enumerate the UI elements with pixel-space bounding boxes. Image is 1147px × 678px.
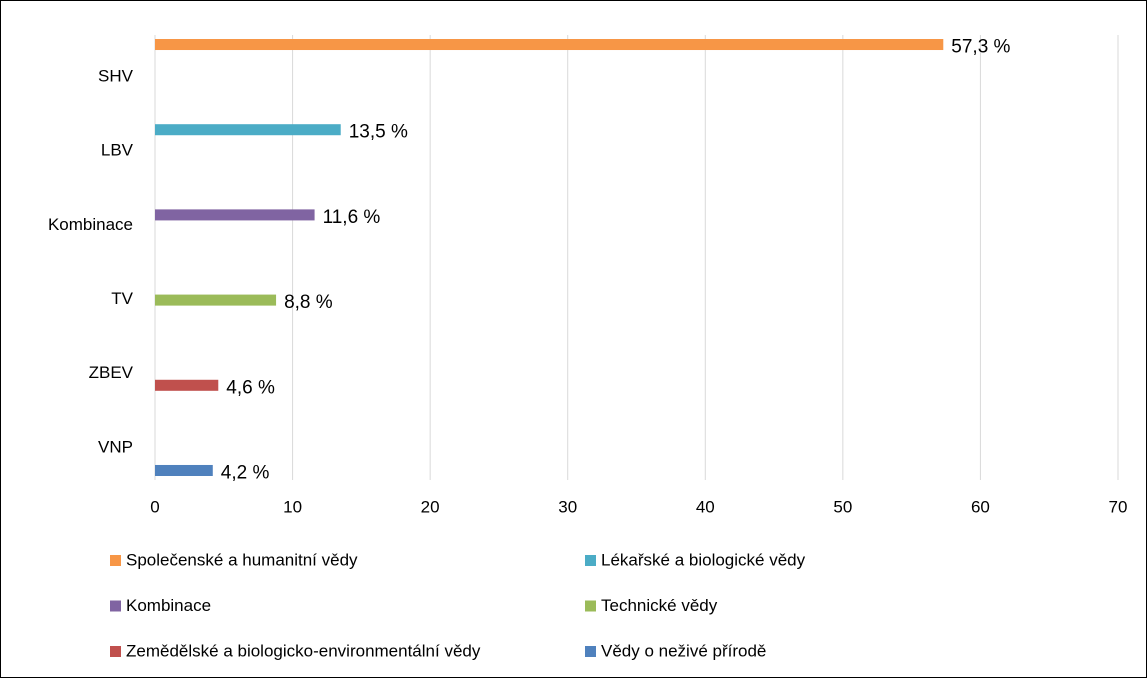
legend-swatch — [585, 646, 596, 657]
x-tick-label: 40 — [696, 497, 715, 516]
x-tick-label: 10 — [283, 497, 302, 516]
legend-label: Lékařské a biologické vědy — [601, 550, 806, 569]
x-tick-label: 30 — [558, 497, 577, 516]
bar — [155, 39, 944, 51]
bar — [155, 294, 277, 306]
x-tick-label: 0 — [150, 497, 159, 516]
bar — [155, 379, 219, 391]
legend-swatch — [585, 600, 596, 612]
value-label: 11,6 % — [323, 207, 381, 228]
value-label: 4,2 % — [221, 463, 270, 484]
x-tick-label: 50 — [833, 497, 852, 516]
y-tick-label: ZBEV — [89, 363, 134, 382]
y-tick-label: Kombinace — [48, 215, 133, 234]
legend-label: Společenské a humanitní vědy — [126, 550, 358, 569]
legend-swatch — [585, 555, 596, 566]
y-tick-label: LBV — [101, 141, 134, 160]
legend-label: Zemědělské a biologicko-environmentální … — [126, 641, 481, 660]
bar — [155, 209, 315, 221]
y-tick-label: TV — [111, 289, 133, 308]
value-label: 4,6 % — [226, 377, 275, 398]
bar — [155, 464, 213, 476]
x-tick-label: 60 — [971, 497, 990, 516]
x-tick-label: 70 — [1109, 497, 1128, 516]
legend-swatch — [110, 646, 121, 657]
y-tick-label: SHV — [98, 67, 134, 86]
legend-swatch — [110, 600, 121, 612]
value-label: 57,3 % — [951, 37, 1010, 58]
legend-label: Technické vědy — [601, 596, 718, 615]
value-label: 8,8 % — [284, 292, 333, 313]
legend-swatch — [110, 555, 121, 566]
bar — [155, 124, 341, 136]
legend-label: Vědy o neživé přírodě — [601, 641, 766, 660]
value-label: 13,5 % — [349, 122, 408, 143]
x-tick-label: 20 — [421, 497, 440, 516]
y-tick-label: VNP — [98, 437, 133, 456]
legend-label: Kombinace — [126, 596, 211, 615]
